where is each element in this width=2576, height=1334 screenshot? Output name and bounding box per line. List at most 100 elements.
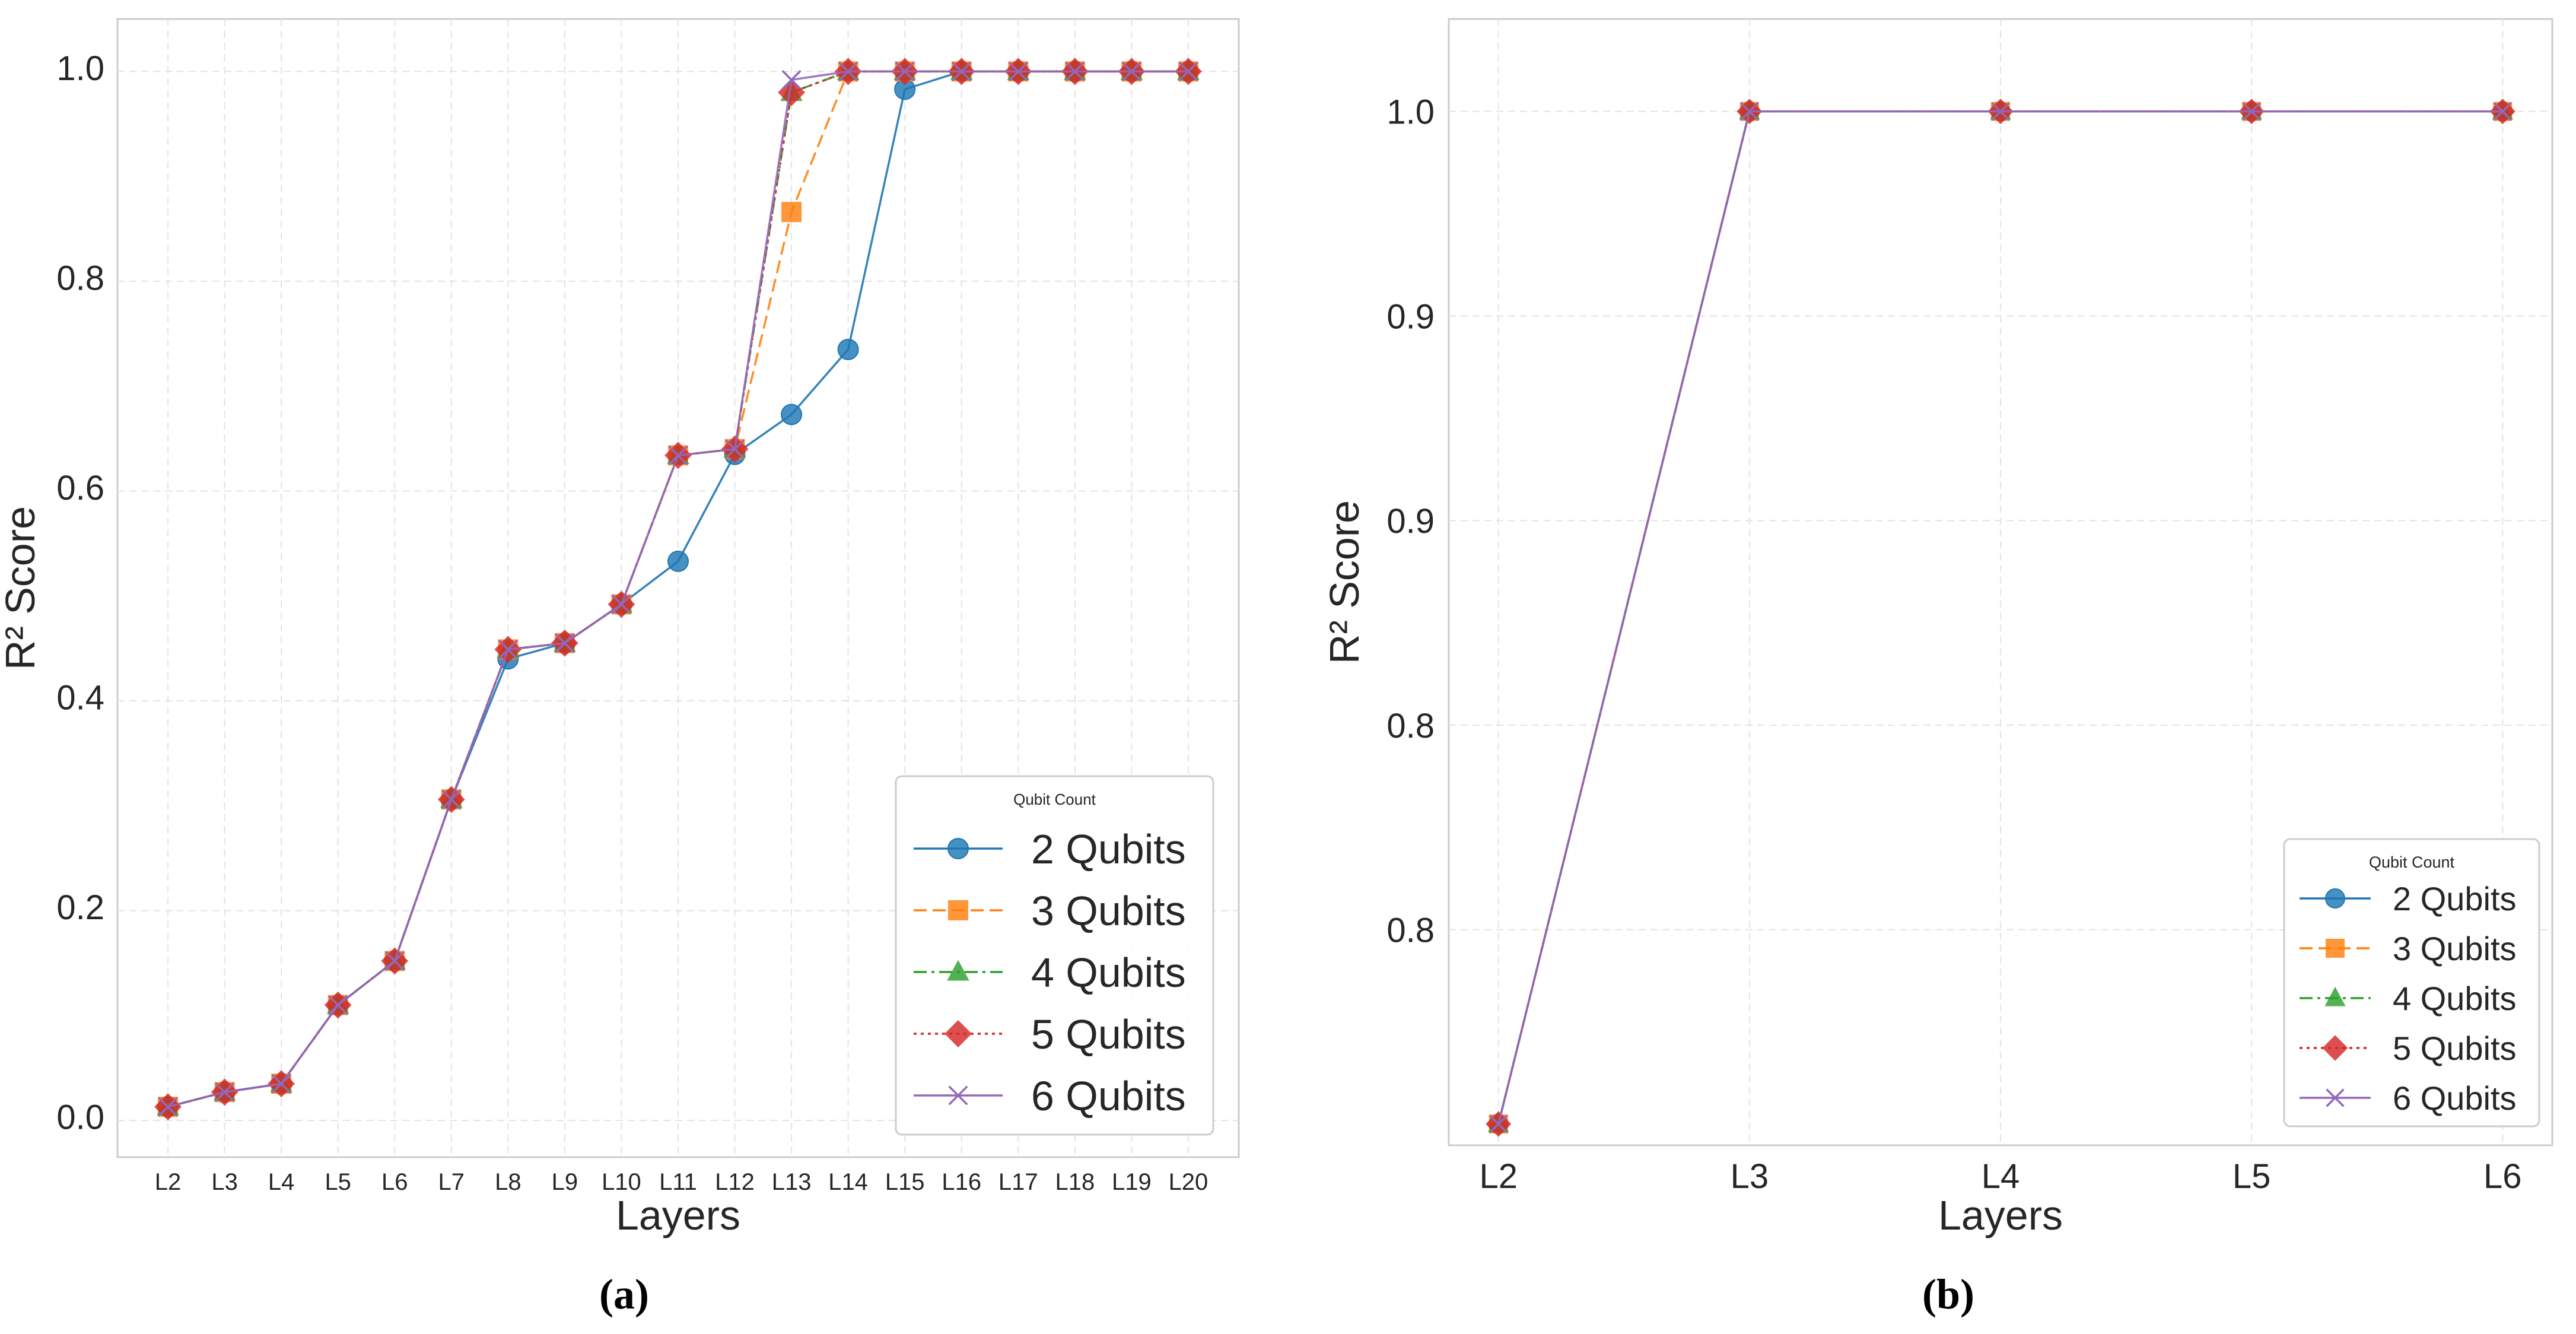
y-tick-label: 0.8 xyxy=(56,259,104,297)
legend-marker xyxy=(948,1085,968,1106)
y-tick-label: 1.0 xyxy=(56,49,104,88)
data-point xyxy=(384,951,405,971)
y-tick-label: 0.4 xyxy=(56,678,104,717)
x-tick-label: L4 xyxy=(268,1169,295,1195)
legend-label: 3 Qubits xyxy=(1031,888,1186,934)
legend-label: 5 Qubits xyxy=(2393,1030,2517,1067)
data-point xyxy=(1178,61,1198,81)
x-tick-label: L3 xyxy=(1731,1157,1769,1196)
legend-marker xyxy=(2322,1035,2348,1061)
data-point xyxy=(952,61,972,81)
y-tick-label: 0.0 xyxy=(56,1098,104,1137)
x-tick-label: L2 xyxy=(1479,1157,1518,1196)
x-tick-label: L15 xyxy=(885,1169,925,1195)
data-point xyxy=(838,61,858,81)
x-tick-label: L11 xyxy=(659,1169,697,1195)
data-point xyxy=(1065,61,1085,81)
legend-marker xyxy=(2326,1088,2345,1107)
data-point xyxy=(1121,61,1141,81)
legend-marker xyxy=(947,960,969,981)
x-tick-label: L3 xyxy=(211,1169,238,1195)
chart-panel-a: L2 L3 L4 L5 L6 L7 L8 L9 L10 L11 L12 L13 L14 L15 L16 L17… xyxy=(0,18,1240,1238)
data-point xyxy=(725,439,745,459)
data-point xyxy=(555,633,575,653)
x-axis-label: Layers xyxy=(616,1192,740,1238)
data-point xyxy=(895,61,915,81)
legend-box xyxy=(2283,838,2540,1127)
y-tick-label: 0.8 xyxy=(1386,707,1435,745)
legend-label: 2 Qubits xyxy=(2393,880,2517,917)
legend-label: 2 Qubits xyxy=(1031,826,1186,872)
data-point xyxy=(667,550,689,572)
legend-marker xyxy=(2325,888,2345,909)
y-tick-label: 0.9 xyxy=(1386,297,1435,336)
legend-marker xyxy=(2324,986,2346,1006)
x-tick-label: L6 xyxy=(2483,1157,2522,1196)
legend-label: 3 Qubits xyxy=(2393,930,2517,967)
x-tick-label: L4 xyxy=(1982,1157,2020,1196)
legend-marker xyxy=(2326,939,2345,958)
y-axis-label: R² Score xyxy=(0,506,43,670)
x-tick-label: L13 xyxy=(772,1169,812,1195)
legend: Qubit Count 2 Qubits 3 Qubits 4 Qubits 5 Qub… xyxy=(895,775,1214,1136)
y-tick-label: 1.0 xyxy=(1386,93,1435,132)
series-6-qubits xyxy=(158,61,1198,1117)
x-tick-label: L16 xyxy=(942,1169,981,1195)
caption-b: (b) xyxy=(1922,1271,1974,1318)
data-point xyxy=(1489,1114,1508,1133)
data-point xyxy=(441,789,462,809)
x-tick-label: L9 xyxy=(552,1169,578,1195)
x-tick-label: L17 xyxy=(998,1169,1038,1195)
x-axis-label: Layers xyxy=(1938,1192,2063,1238)
y-tick-label: 0.8 xyxy=(1386,911,1435,950)
legend-marker xyxy=(947,838,969,859)
legend: Qubit Count 2 Qubits 3 Qubits 4 Qubits 5 Qub… xyxy=(2283,838,2540,1127)
x-tick-label: L18 xyxy=(1055,1169,1095,1195)
x-tick-label: L7 xyxy=(438,1169,465,1195)
data-point xyxy=(781,202,802,223)
data-point xyxy=(328,995,348,1015)
x-tick-label: L5 xyxy=(2232,1157,2271,1196)
data-point xyxy=(1008,61,1028,81)
data-point xyxy=(215,1082,235,1102)
data-point xyxy=(668,445,688,465)
x-tick-label: L20 xyxy=(1169,1169,1209,1195)
x-tick-label: L12 xyxy=(715,1169,755,1195)
data-point xyxy=(837,338,859,360)
y-tick-label: 0.2 xyxy=(56,888,104,927)
data-point xyxy=(1740,102,1759,121)
x-tick-label: L6 xyxy=(381,1169,408,1195)
legend-box xyxy=(895,775,1214,1136)
legend-marker xyxy=(944,1020,972,1047)
x-tick-label: L19 xyxy=(1112,1169,1152,1195)
legend-label: 4 Qubits xyxy=(1031,949,1186,996)
chart-panel-b: L2 L3 L4 L5 L6 0.8 0.8 0.9 0.9 1.0 Layers R² Score Q… xyxy=(1321,18,2553,1238)
data-point xyxy=(271,1073,291,1094)
x-tick-label: L14 xyxy=(828,1169,868,1195)
data-point xyxy=(1991,102,2010,121)
data-point xyxy=(2242,102,2261,121)
x-tick-label: L5 xyxy=(325,1169,351,1195)
legend-title: Qubit Count xyxy=(1013,790,1096,808)
legend-label: 5 Qubits xyxy=(1031,1011,1186,1057)
y-tick-label: 0.9 xyxy=(1386,502,1435,541)
y-axis-label: R² Score xyxy=(1321,500,1367,664)
y-tick-label: 0.6 xyxy=(56,469,104,507)
legend-title: Qubit Count xyxy=(2369,853,2455,871)
data-point xyxy=(498,639,518,659)
x-tick-label: L2 xyxy=(155,1169,182,1195)
x-tick-label: L10 xyxy=(602,1169,641,1195)
data-point xyxy=(611,594,631,614)
legend-marker xyxy=(948,900,968,920)
legend-label: 6 Qubits xyxy=(1031,1073,1186,1119)
caption-a: (a) xyxy=(599,1271,649,1318)
series-6-qubits xyxy=(1489,102,2512,1133)
x-tick-label: L8 xyxy=(495,1169,521,1195)
data-point xyxy=(781,404,803,425)
data-point xyxy=(158,1097,178,1117)
data-point xyxy=(2493,102,2512,121)
legend-label: 6 Qubits xyxy=(2393,1079,2517,1117)
data-point xyxy=(781,69,802,90)
legend-label: 4 Qubits xyxy=(2393,980,2517,1017)
